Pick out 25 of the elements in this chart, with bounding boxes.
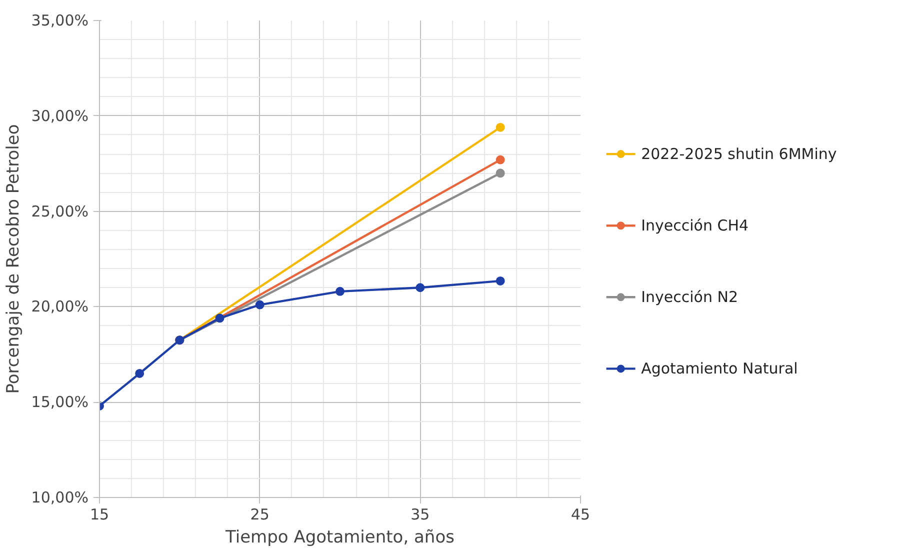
x-axis-title: Tiempo Agotamiento, años: [224, 528, 455, 548]
y-tick-label: 30,00%: [31, 106, 89, 125]
x-tick-label: 15: [90, 506, 110, 524]
point: [496, 168, 505, 178]
y-tick-label: 10,00%: [31, 488, 89, 506]
y-tick-label: 15,00%: [31, 393, 89, 412]
y-tick-label: 20,00%: [31, 298, 89, 316]
x-tick-label: 25: [250, 506, 270, 524]
point: [496, 276, 505, 286]
y-tick-label: 35,00%: [31, 12, 89, 30]
point: [496, 122, 505, 132]
point: [215, 314, 224, 323]
point: [496, 155, 505, 164]
legend-label: 2022-2025 shutin 6MMiny: [641, 145, 837, 164]
x-tick-label: 45: [570, 506, 590, 524]
y-tick-label: 25,00%: [31, 202, 89, 220]
legend-label: Agotamiento Natural: [641, 360, 798, 378]
point: [416, 283, 425, 292]
point: [336, 286, 344, 296]
x-tick-label: 35: [410, 506, 430, 524]
legend-label: Inyección CH4: [641, 216, 749, 235]
point: [135, 368, 144, 378]
y-axis-title: Porcengaje de Recobro Petroleo: [3, 124, 24, 394]
legend-label: Inyección N2: [641, 288, 738, 306]
point: [255, 300, 264, 310]
